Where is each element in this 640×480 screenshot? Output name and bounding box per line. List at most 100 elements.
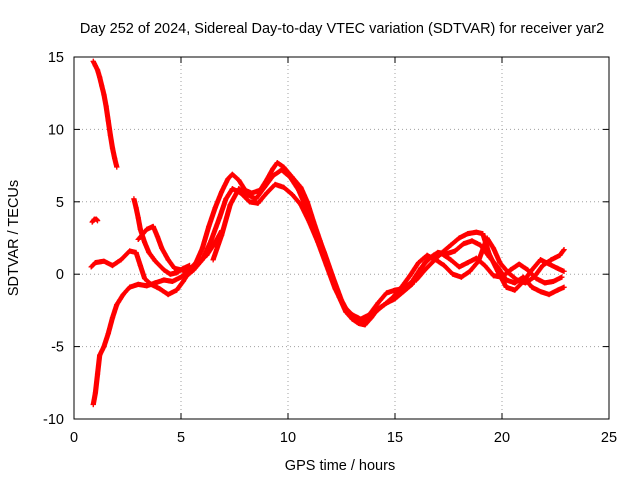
- data-point: [97, 352, 103, 358]
- data-point: [146, 249, 152, 256]
- data-point: [154, 233, 161, 240]
- data-point: [450, 271, 456, 277]
- data-point: [109, 262, 116, 269]
- chart-title: Day 252 of 2024, Sidereal Day-to-day VTE…: [80, 21, 604, 37]
- data-point: [486, 251, 492, 257]
- data-point: [127, 284, 133, 290]
- data-point: [467, 268, 473, 274]
- data-point: [109, 315, 116, 321]
- data-point: [223, 196, 229, 202]
- data-point: [537, 257, 544, 263]
- data-point: [465, 260, 471, 266]
- data-point: [92, 390, 98, 396]
- data-point: [227, 202, 233, 208]
- series-markers: [135, 160, 565, 328]
- data-point: [182, 274, 188, 280]
- data-point: [89, 219, 95, 225]
- data-point: [244, 191, 250, 198]
- grid-lines: [74, 57, 609, 419]
- data-point: [304, 207, 310, 214]
- data-point: [90, 58, 96, 64]
- data-point: [255, 200, 261, 206]
- data-point: [448, 242, 454, 248]
- data-point: [529, 267, 535, 273]
- data-point: [92, 63, 98, 69]
- data-point: [216, 215, 223, 221]
- data-point: [559, 274, 565, 280]
- data-point: [167, 271, 173, 277]
- data-point: [225, 176, 231, 182]
- data-point: [373, 309, 379, 315]
- data-point: [144, 283, 150, 289]
- y-tick-label: 5: [56, 195, 64, 211]
- x-axis-label: GPS time / hours: [285, 458, 395, 474]
- data-point: [495, 268, 501, 274]
- data-point: [169, 278, 176, 285]
- data-point: [133, 204, 139, 211]
- y-axis-label: SDTVAR / TECUs: [6, 180, 22, 296]
- data-point: [490, 273, 497, 279]
- data-point: [253, 196, 259, 202]
- data-point: [94, 67, 101, 73]
- data-point: [540, 262, 546, 269]
- data-point: [171, 265, 178, 272]
- data-point: [469, 238, 475, 244]
- y-tick-label: 15: [48, 50, 64, 66]
- data-point: [278, 167, 285, 173]
- data-point: [542, 280, 548, 286]
- data-point: [330, 274, 336, 280]
- data-point: [424, 252, 430, 258]
- data-point: [512, 287, 518, 293]
- data-point: [475, 258, 482, 264]
- data-point: [159, 245, 165, 251]
- series-markers: [90, 58, 120, 170]
- data-point: [415, 260, 422, 266]
- data-point: [206, 223, 212, 230]
- data-point: [458, 274, 464, 280]
- data-point: [210, 257, 216, 263]
- data-point: [105, 330, 111, 337]
- series-track-b: [89, 216, 101, 225]
- data-point: [465, 231, 471, 237]
- data-point: [390, 294, 396, 300]
- data-point: [165, 291, 171, 298]
- series-track-g: [182, 181, 567, 322]
- data-point: [152, 258, 158, 264]
- data-point: [180, 278, 186, 285]
- data-point: [289, 191, 295, 198]
- data-point: [199, 257, 205, 263]
- data-point: [546, 291, 552, 298]
- series-track-f: [135, 160, 565, 328]
- data-point: [270, 173, 276, 179]
- data-point: [561, 284, 567, 290]
- data-point: [520, 278, 526, 285]
- data-point: [229, 171, 235, 177]
- data-point: [120, 291, 126, 298]
- series-track-a: [90, 58, 120, 170]
- data-point: [347, 313, 353, 319]
- data-point: [219, 189, 225, 195]
- data-point: [150, 223, 156, 230]
- data-point: [507, 267, 514, 273]
- data-point: [503, 284, 509, 290]
- data-point: [281, 184, 287, 190]
- data-point: [407, 273, 413, 279]
- x-tick-label: 25: [601, 430, 617, 446]
- data-point: [557, 252, 563, 258]
- data-point: [246, 199, 253, 205]
- x-tick-label: 10: [280, 430, 296, 446]
- data-point: [94, 371, 101, 377]
- data-point: [287, 174, 293, 180]
- data-point: [550, 278, 556, 285]
- data-point: [212, 204, 218, 211]
- data-point: [191, 267, 197, 273]
- data-point: [229, 186, 235, 192]
- plot-frame: [73, 56, 610, 420]
- data-point: [103, 103, 109, 109]
- data-point: [114, 302, 120, 308]
- data-point: [142, 239, 148, 245]
- data-point: [313, 228, 319, 234]
- data-point: [219, 232, 225, 238]
